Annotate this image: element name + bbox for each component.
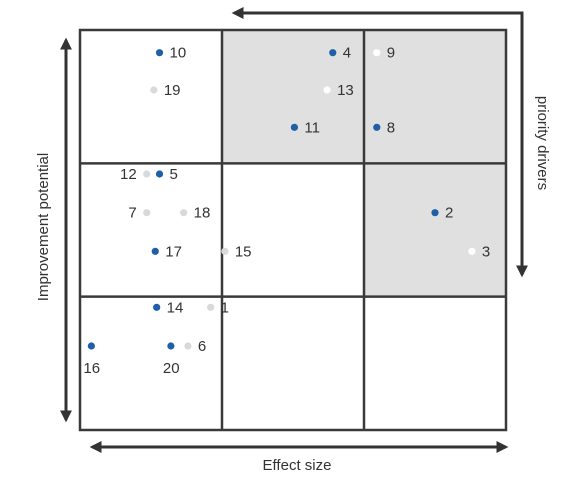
point-label-2: 2	[445, 205, 453, 222]
grid-cells	[80, 30, 506, 430]
point-12	[143, 170, 151, 178]
grid-cell-r2-c1	[222, 296, 364, 430]
point-7	[143, 209, 151, 217]
point-4	[329, 49, 337, 57]
point-label-15: 15	[235, 243, 252, 260]
grid-cell-r0-c0	[80, 30, 222, 164]
grid-cell-r2-c2	[364, 296, 506, 430]
point-1	[207, 303, 215, 311]
point-16	[87, 342, 95, 350]
point-label-4: 4	[343, 45, 351, 62]
point-label-16: 16	[83, 360, 100, 377]
point-5	[155, 170, 164, 178]
point-label-1: 1	[221, 299, 229, 316]
point-19	[150, 86, 158, 94]
point-6	[184, 342, 192, 350]
point-14	[153, 303, 161, 311]
point-8	[373, 123, 381, 131]
point-label-6: 6	[198, 338, 206, 355]
point-label-10: 10	[170, 45, 187, 62]
priority-drivers-arrow	[231, 6, 528, 278]
point-3	[468, 247, 476, 255]
grid-cell-r1-c2	[364, 163, 506, 297]
y-axis-title: Improvement potential	[35, 153, 52, 301]
point-label-9: 9	[387, 45, 395, 62]
point-label-8: 8	[387, 119, 395, 136]
point-20	[167, 342, 175, 350]
point-label-12: 12	[120, 166, 137, 183]
point-2	[431, 209, 439, 217]
x-axis-title: Effect size	[263, 457, 332, 474]
point-15	[221, 247, 229, 255]
point-label-18: 18	[194, 205, 211, 222]
point-label-14: 14	[167, 299, 184, 316]
point-label-3: 3	[482, 243, 490, 260]
point-label-17: 17	[165, 243, 182, 260]
point-18	[180, 209, 188, 217]
point-label-7: 7	[128, 205, 136, 222]
point-label-13: 13	[337, 82, 354, 99]
point-10	[155, 49, 164, 57]
point-label-19: 19	[164, 82, 181, 99]
point-9	[373, 49, 381, 57]
grid-cell-r1-c0	[80, 163, 222, 297]
point-label-5: 5	[170, 166, 178, 183]
point-13	[323, 86, 331, 94]
grid-cell-r0-c2	[364, 30, 506, 164]
grid-cell-r2-c0	[80, 296, 222, 430]
point-label-11: 11	[304, 119, 320, 136]
point-11	[290, 123, 299, 131]
point-17	[151, 247, 159, 255]
point-label-20: 20	[163, 360, 180, 377]
grid-cell-r1-c1	[222, 163, 364, 297]
priority-drivers-label: priority drivers	[534, 96, 551, 190]
